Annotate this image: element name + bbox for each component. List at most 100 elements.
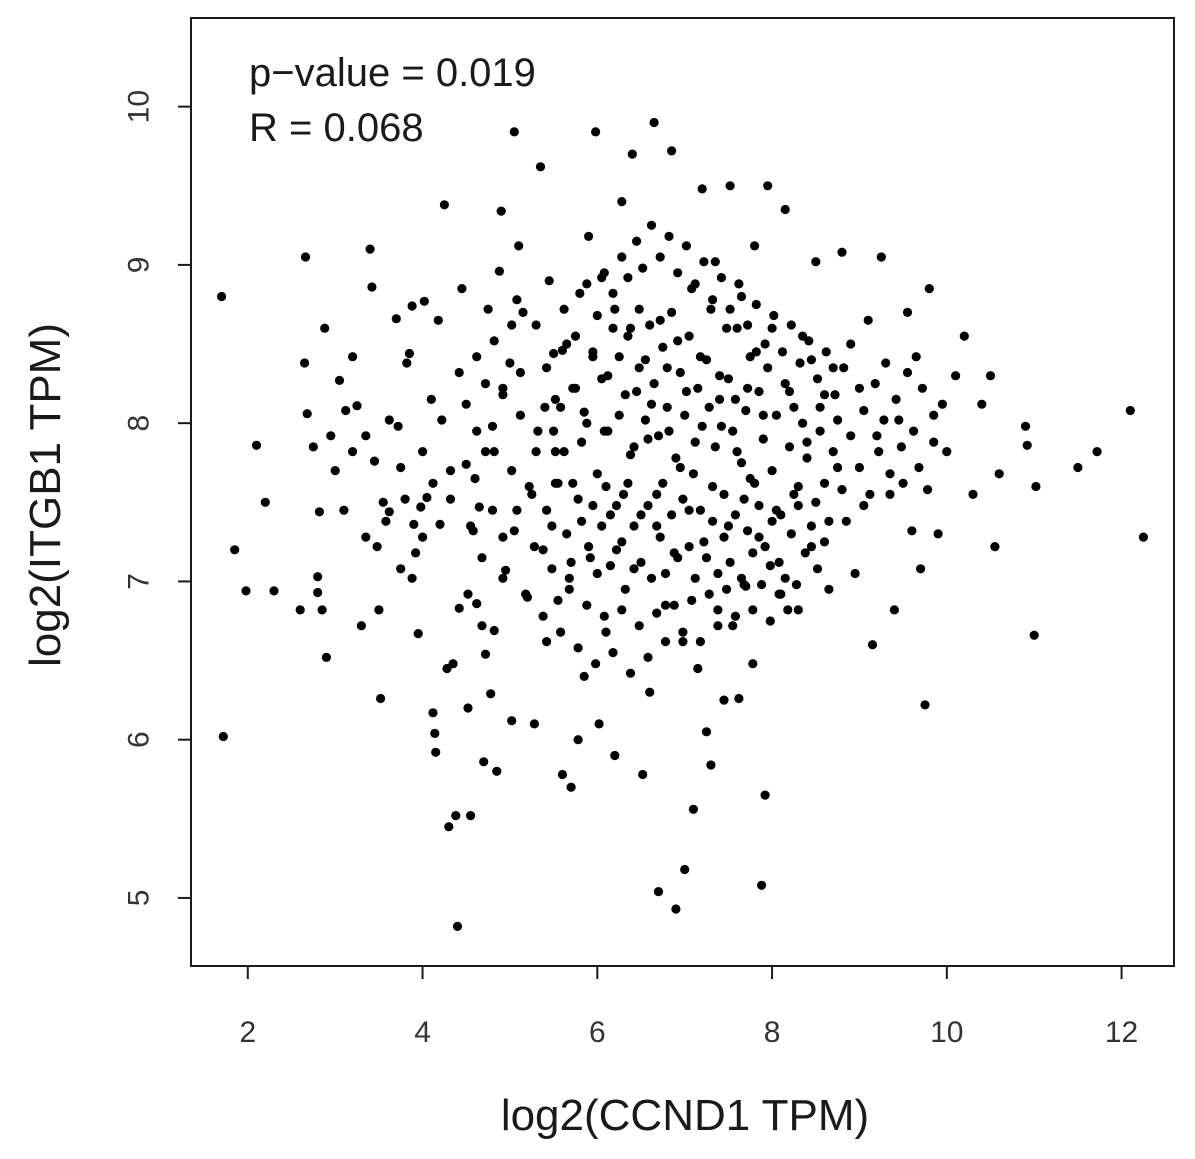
data-point <box>640 415 651 425</box>
data-point <box>611 545 622 555</box>
data-point <box>669 600 679 610</box>
data-point <box>300 358 310 368</box>
data-point <box>577 437 587 447</box>
data-point <box>584 231 594 241</box>
data-point <box>435 519 445 530</box>
data-point <box>218 731 228 742</box>
data-point <box>896 442 907 452</box>
data-point <box>959 331 969 341</box>
data-point <box>819 537 830 547</box>
data-point <box>839 363 849 373</box>
data-point <box>806 542 817 552</box>
data-point <box>466 811 476 821</box>
data-point <box>542 637 552 647</box>
data-point <box>217 291 227 302</box>
data-point <box>369 456 380 466</box>
data-point <box>675 462 685 473</box>
data-point <box>655 252 665 262</box>
data-point <box>588 500 598 511</box>
data-point <box>378 497 388 507</box>
data-point <box>501 565 511 575</box>
data-point <box>765 561 775 571</box>
data-point <box>662 402 672 412</box>
data-point <box>611 500 622 511</box>
data-point <box>708 295 718 305</box>
data-point <box>562 529 572 539</box>
data-point <box>690 437 700 447</box>
data-point <box>568 478 578 488</box>
data-point <box>376 693 386 704</box>
y-tick-label: 10 <box>123 90 156 123</box>
data-point <box>777 347 788 357</box>
data-point <box>594 719 604 729</box>
data-point <box>608 323 618 333</box>
annotation-p-value: p−value = 0.019 <box>249 51 536 95</box>
data-point <box>680 410 690 420</box>
data-point <box>629 564 639 574</box>
data-point <box>396 564 406 574</box>
data-point <box>881 358 891 368</box>
data-point <box>617 537 627 547</box>
data-point <box>833 462 843 473</box>
y-tick-label: 7 <box>123 573 156 590</box>
data-point <box>671 453 681 463</box>
data-point <box>734 693 744 704</box>
data-point <box>361 532 371 542</box>
data-point <box>402 358 412 368</box>
data-point <box>748 659 758 669</box>
data-point <box>570 331 581 341</box>
data-point <box>605 561 616 571</box>
data-point <box>466 521 476 531</box>
data-point <box>780 379 790 389</box>
data-point <box>732 323 742 333</box>
data-point <box>706 304 716 314</box>
data-point <box>776 510 786 520</box>
data-point <box>1022 440 1032 450</box>
data-point <box>384 415 394 425</box>
data-point <box>1125 405 1135 416</box>
data-point <box>634 363 644 373</box>
data-point <box>748 548 758 558</box>
x-tick-label: 2 <box>239 1016 256 1049</box>
data-point <box>454 367 464 378</box>
data-point <box>739 580 749 590</box>
data-point <box>748 605 758 615</box>
data-point <box>617 252 627 262</box>
data-point <box>758 410 768 420</box>
data-point <box>393 421 403 431</box>
data-point <box>684 542 694 552</box>
data-point <box>407 301 417 311</box>
data-point <box>715 371 725 381</box>
data-point <box>579 671 589 682</box>
data-point <box>365 244 375 254</box>
data-point <box>445 494 456 504</box>
data-point <box>909 426 919 436</box>
data-point <box>743 320 753 330</box>
y-axis-title: log2(ITGB1 TPM) <box>21 323 70 667</box>
data-point <box>542 505 552 515</box>
data-point <box>507 716 517 726</box>
data-point <box>486 689 496 699</box>
data-point <box>483 304 493 314</box>
data-point <box>588 347 598 357</box>
data-point <box>695 637 706 647</box>
data-point <box>815 402 825 412</box>
data-point <box>542 363 552 373</box>
data-point <box>409 519 419 530</box>
data-point <box>658 342 668 352</box>
data-point <box>614 410 624 420</box>
data-point <box>867 640 878 650</box>
data-point <box>308 442 318 452</box>
data-point <box>701 553 712 563</box>
data-point <box>994 469 1004 479</box>
data-point <box>688 469 699 479</box>
data-point <box>889 605 900 615</box>
data-point <box>730 510 741 520</box>
data-point <box>688 804 699 814</box>
data-point <box>489 336 499 346</box>
data-point <box>300 252 311 262</box>
data-point <box>361 431 371 441</box>
data-point <box>550 394 561 404</box>
data-point <box>557 769 568 780</box>
x-axis-title: log2(CCND1 TPM) <box>501 1091 869 1140</box>
